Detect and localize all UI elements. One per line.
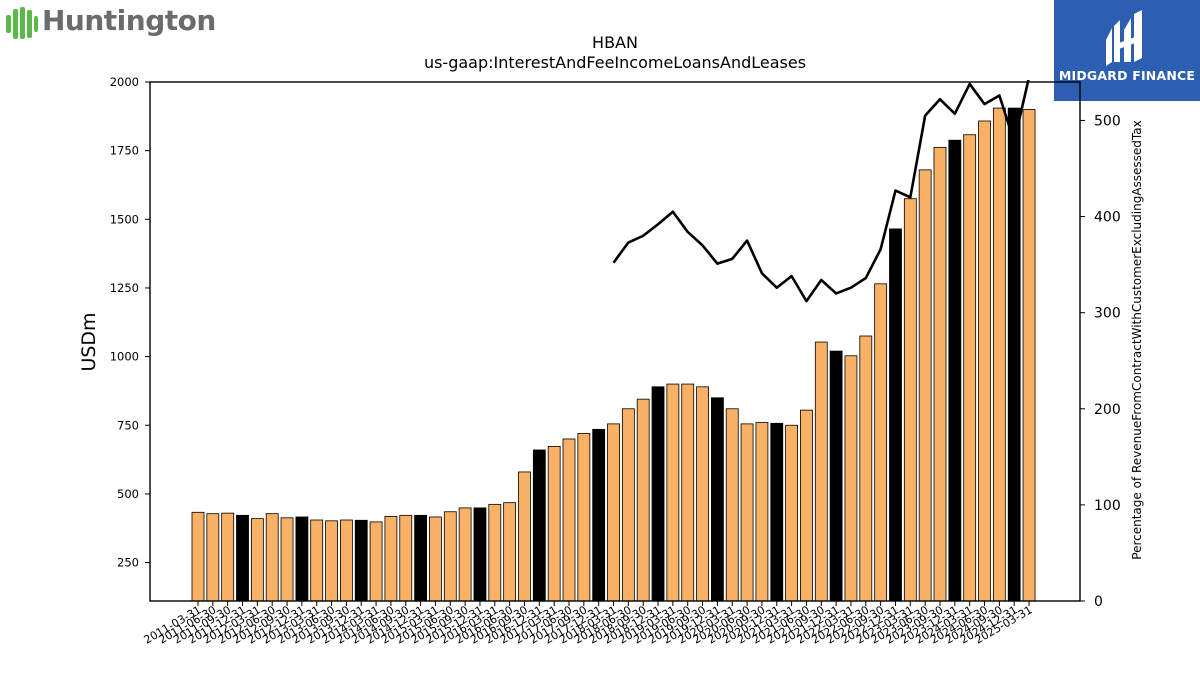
midgard-mark-icon bbox=[1106, 10, 1142, 66]
bar-2023-12-31 bbox=[948, 139, 962, 602]
bar-2013-12-31 bbox=[354, 519, 368, 602]
bar-2019-09-30 bbox=[696, 386, 709, 602]
bar-2017-06-30 bbox=[562, 438, 576, 602]
bar-2014-06-30 bbox=[384, 516, 398, 602]
y-axis-label: USDm bbox=[78, 312, 100, 371]
huntington-wordmark: Huntington bbox=[42, 4, 216, 37]
y2-tick-label: 400 bbox=[1094, 210, 1121, 226]
bar-2020-09-30 bbox=[755, 422, 769, 602]
bar-2015-03-31 bbox=[429, 516, 442, 602]
bar-2022-03-31 bbox=[844, 355, 858, 602]
bar-2014-12-31 bbox=[414, 514, 428, 602]
bar-2022-09-30 bbox=[874, 283, 888, 602]
bar-2018-09-30 bbox=[636, 398, 650, 602]
bar-2016-12-31 bbox=[532, 449, 546, 602]
bar-2011-06-30 bbox=[206, 513, 220, 602]
bar-2024-06-30 bbox=[978, 120, 991, 602]
y2-tick-label: 500 bbox=[1094, 113, 1121, 129]
y-tick-label: 1000 bbox=[110, 350, 139, 364]
y2-tick-label: 0 bbox=[1094, 594, 1103, 610]
bar-2013-03-31 bbox=[310, 519, 324, 602]
bar-2012-06-30 bbox=[265, 513, 279, 602]
bar-2021-03-31 bbox=[785, 424, 798, 602]
y-tick-label: 250 bbox=[117, 556, 139, 570]
bar-2020-12-31 bbox=[770, 422, 784, 602]
bar-2025-03-31 bbox=[1022, 109, 1036, 602]
bar-2016-09-30 bbox=[518, 471, 531, 602]
bar-2024-09-30 bbox=[992, 107, 1006, 602]
midgard-wordmark: MIDGARD FINANCE bbox=[1058, 68, 1196, 83]
bar-2016-06-30 bbox=[503, 502, 517, 602]
bar-2020-06-30 bbox=[740, 423, 754, 602]
bar-2017-03-31 bbox=[547, 445, 561, 602]
bar-2013-09-30 bbox=[339, 519, 353, 602]
bar-2022-06-30 bbox=[859, 335, 873, 602]
bar-2021-06-30 bbox=[800, 409, 813, 602]
bar-2018-06-30 bbox=[621, 408, 635, 602]
y-tick-label: 750 bbox=[117, 418, 139, 432]
bar-2012-09-30 bbox=[280, 517, 294, 602]
bar-2023-06-30 bbox=[918, 169, 932, 602]
bar-2015-06-30 bbox=[443, 511, 457, 602]
bar-2023-09-30 bbox=[933, 146, 947, 602]
bar-2012-03-31 bbox=[250, 518, 264, 602]
y2-tick-label: 100 bbox=[1094, 498, 1121, 514]
plot-frame bbox=[149, 81, 1081, 602]
y-tick-label: 1750 bbox=[110, 144, 139, 158]
bar-2011-09-30 bbox=[221, 512, 235, 602]
bar-2022-12-31 bbox=[889, 228, 902, 602]
y2-axis-label: Percentage of RevenueFromContractWithCus… bbox=[1130, 120, 1144, 559]
bar-2018-03-31 bbox=[607, 423, 620, 602]
bar-2020-03-31 bbox=[725, 408, 739, 602]
bar-2017-09-30 bbox=[577, 433, 591, 602]
midgard-logo: MIDGARD FINANCE bbox=[1054, 0, 1200, 101]
bar-2021-12-31 bbox=[829, 350, 843, 602]
bar-2011-03-31 bbox=[191, 511, 205, 602]
bar-2019-03-31 bbox=[666, 383, 680, 602]
huntington-logo: Huntington bbox=[4, 4, 216, 44]
y-tick-label: 1500 bbox=[110, 212, 139, 226]
bar-2017-12-31 bbox=[592, 428, 606, 602]
bar-2016-03-31 bbox=[488, 503, 502, 602]
y-tick-label: 500 bbox=[117, 487, 139, 501]
revenue-percentage-line bbox=[612, 80, 1030, 303]
bar-2023-03-31 bbox=[903, 198, 917, 602]
huntington-leaf-icon bbox=[6, 7, 38, 39]
bar-2012-12-31 bbox=[295, 516, 309, 602]
chart-subtitle: us-gaap:InterestAndFeeIncomeLoansAndLeas… bbox=[424, 53, 806, 72]
bar-2015-12-31 bbox=[473, 507, 487, 602]
chart-title: HBAN bbox=[592, 33, 638, 52]
bars-group bbox=[191, 107, 1036, 602]
bar-2024-03-31 bbox=[963, 134, 977, 602]
bar-2024-12-31 bbox=[1007, 107, 1021, 602]
y-tick-label: 1250 bbox=[110, 281, 139, 295]
bar-2019-12-31 bbox=[711, 397, 724, 602]
bar-2019-06-30 bbox=[681, 383, 695, 602]
line-group bbox=[612, 80, 1030, 303]
y-tick-label: 2000 bbox=[110, 75, 139, 89]
y2-tick-label: 200 bbox=[1094, 402, 1121, 418]
bar-2018-12-31 bbox=[651, 386, 665, 602]
y2-tick-label: 300 bbox=[1094, 306, 1121, 322]
bar-2021-09-30 bbox=[814, 341, 828, 602]
bar-2014-09-30 bbox=[399, 514, 413, 602]
bar-2013-06-30 bbox=[325, 520, 338, 602]
bar-2015-09-30 bbox=[458, 507, 472, 602]
bar-2014-03-31 bbox=[369, 521, 383, 602]
axes-group: 250 500 750 1000 1250 1500 1750 2000 0 100 200 300 4… bbox=[110, 75, 1121, 647]
bar-2011-12-31 bbox=[236, 514, 249, 602]
